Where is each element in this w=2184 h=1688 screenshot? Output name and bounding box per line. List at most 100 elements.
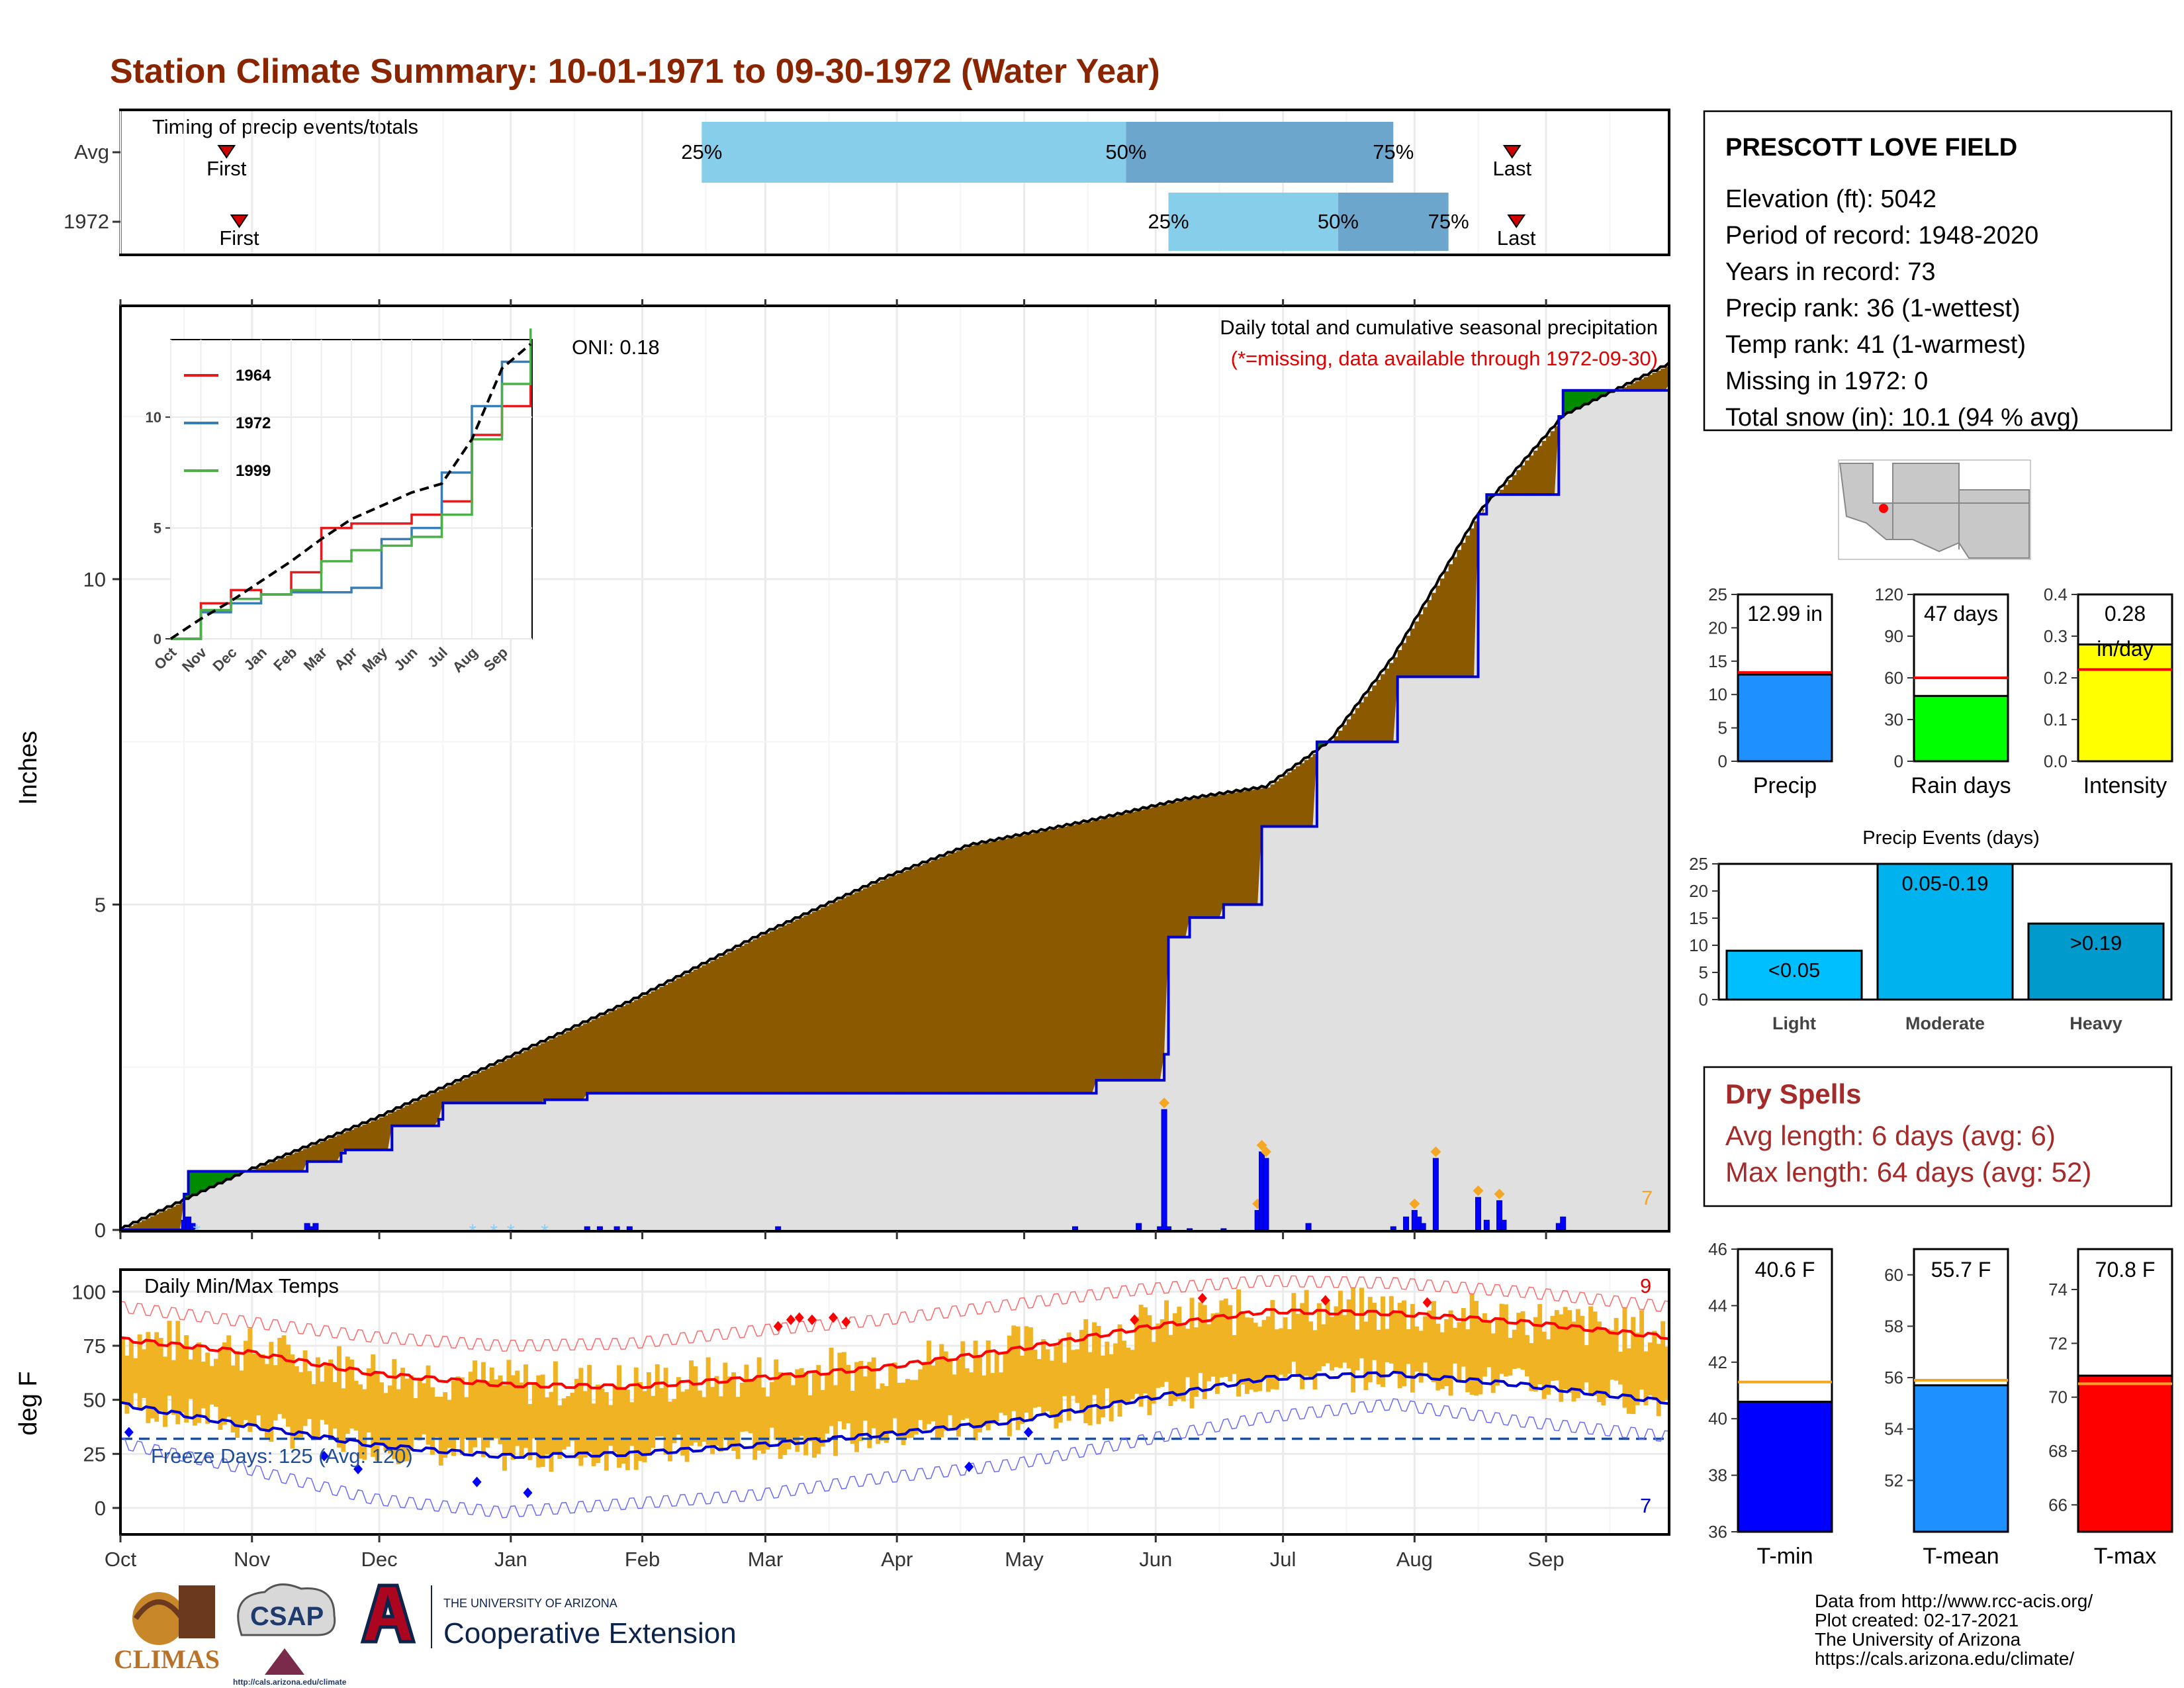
precip-departure-slice <box>1257 788 1263 905</box>
timing-panel: Timing of precip events/totals 25% 50% 75%… <box>64 109 1670 256</box>
daily-temp-bar <box>1054 1346 1059 1429</box>
daily-temp-bar <box>1512 1329 1517 1370</box>
precip-departure-slice <box>705 962 711 1094</box>
daily-temp-bar <box>1351 1287 1356 1393</box>
daily-temp-bar <box>811 1373 817 1458</box>
daily-temp-bar <box>1325 1299 1330 1364</box>
precip-departure-slice <box>1177 801 1182 937</box>
daily-temp-bar <box>731 1372 737 1451</box>
precip-departure-slice <box>1100 819 1105 1080</box>
footer-line-data: Data from http://www.rcc-acis.org/ <box>1815 1591 2093 1611</box>
precip-departure-slice <box>744 943 749 1094</box>
daily-temp-bar <box>1546 1339 1551 1395</box>
daily-precip-bar <box>596 1226 603 1231</box>
daily-temp-bar <box>1652 1331 1657 1401</box>
precip-departure-slice <box>294 1152 299 1172</box>
daily-temp-bar <box>557 1405 563 1459</box>
daily-temp-bar <box>591 1403 596 1466</box>
precip-departure-slice <box>1439 578 1445 677</box>
heavy-event-marker <box>1159 1098 1170 1109</box>
precip-departure-slice <box>829 904 834 1094</box>
precip-departure-slice <box>362 1124 367 1150</box>
precip-departure-slice <box>939 857 944 1094</box>
timing-first-label: First <box>219 226 259 250</box>
precip-departure-slice <box>1635 381 1640 391</box>
events-range-label: >0.19 <box>2070 931 2122 955</box>
inset-legend-label: 1972 <box>236 414 271 432</box>
precip-ytick-label: 10 <box>83 568 106 591</box>
temp-summary-ytick-label: 70 <box>2048 1387 2068 1407</box>
daily-temp-bar <box>1453 1328 1457 1364</box>
precip-departure-slice <box>999 839 1004 1094</box>
precip-departure-slice <box>171 1206 176 1230</box>
precip-departure-slice <box>786 923 792 1094</box>
station-name: PRESCOTT LOVE FIELD <box>1725 134 2017 162</box>
daily-temp-bar <box>964 1368 970 1419</box>
avg-min-line <box>120 1370 1670 1459</box>
precip-departure-slice <box>392 1111 397 1126</box>
precip-departure-slice <box>1393 657 1398 742</box>
precip-departure-slice <box>1253 789 1258 905</box>
daily-temp-bar <box>1075 1349 1080 1403</box>
record-high-marker <box>829 1312 839 1323</box>
daily-temp-bar <box>880 1383 885 1441</box>
daily-temp-bar <box>260 1354 265 1430</box>
precip-departure-slice <box>1172 802 1177 937</box>
precip-departure-slice <box>218 1171 223 1186</box>
events-ytick-label: 0 <box>1699 990 1708 1009</box>
daily-temp-bar <box>931 1365 936 1422</box>
month-label: Jun <box>1139 1548 1172 1571</box>
daily-temp-bar <box>850 1390 855 1444</box>
precip-departure-slice <box>578 1025 584 1100</box>
precip-departure-slice <box>1664 366 1670 391</box>
daily-temp-bar <box>1495 1317 1500 1386</box>
daily-temp-bar <box>1639 1310 1645 1390</box>
precip-departure-slice <box>345 1131 350 1150</box>
precip-departure-slice <box>128 1226 134 1230</box>
daily-precip-bar <box>312 1223 319 1231</box>
summary-bars: 0 5 10 15 20 25 12.99 in Precip 0 30 60 90 120 47 day… <box>1708 585 2173 798</box>
precip-departure-slice <box>1003 839 1008 1094</box>
precip-departure-slice <box>1503 485 1508 495</box>
daily-temp-bar <box>184 1335 189 1423</box>
daily-temp-bar <box>341 1388 346 1452</box>
daily-temp-bar <box>973 1340 978 1440</box>
precip-departure-slice <box>892 875 897 1094</box>
precip-departure-slice <box>1160 805 1165 1080</box>
daily-temp-bar <box>477 1382 482 1438</box>
daily-precip-bar <box>1432 1158 1439 1231</box>
month-label: Oct <box>105 1548 137 1571</box>
precip-departure-slice <box>1087 821 1093 1094</box>
daily-temp-bar <box>1643 1351 1649 1405</box>
precip-departure-slice <box>163 1210 168 1230</box>
daily-temp-bar <box>1198 1302 1203 1374</box>
daily-temp-bar <box>1130 1350 1135 1399</box>
precip-departure-slice <box>1520 465 1525 495</box>
daily-temp-bar <box>710 1387 715 1454</box>
daily-precip-bar <box>626 1226 633 1231</box>
precip-departure-slice <box>668 982 673 1094</box>
precip-departure-slice <box>672 980 677 1094</box>
precip-departure-slice <box>1050 829 1055 1094</box>
daily-temp-bar <box>748 1378 753 1434</box>
daily-temp-bar <box>1045 1349 1050 1411</box>
daily-temp-bar <box>1138 1304 1144 1407</box>
precip-departure-slice <box>277 1159 283 1172</box>
precip-departure-slice <box>1007 838 1012 1094</box>
daily-precip-bar <box>1420 1223 1426 1231</box>
month-label: Feb <box>625 1548 660 1571</box>
daily-temp-bar <box>1597 1321 1602 1403</box>
daily-temp-bar <box>897 1382 902 1438</box>
daily-temp-bar <box>167 1321 172 1396</box>
daily-temp-bar <box>1071 1350 1075 1396</box>
daily-temp-bar <box>1592 1311 1598 1396</box>
daily-temp-bar <box>587 1365 592 1452</box>
daily-temp-bar <box>566 1396 571 1447</box>
daily-temp-bar <box>387 1385 392 1454</box>
timing-first-label: First <box>206 157 247 180</box>
summary-ytick-label: 20 <box>1708 618 1727 637</box>
precip-departure-slice <box>133 1224 138 1230</box>
ua-logo: THE UNIVERSITY OF ARIZONA Cooperative Ex… <box>360 1583 737 1650</box>
precip-departure-slice <box>1121 814 1126 1080</box>
daily-temp-bar <box>133 1358 138 1393</box>
